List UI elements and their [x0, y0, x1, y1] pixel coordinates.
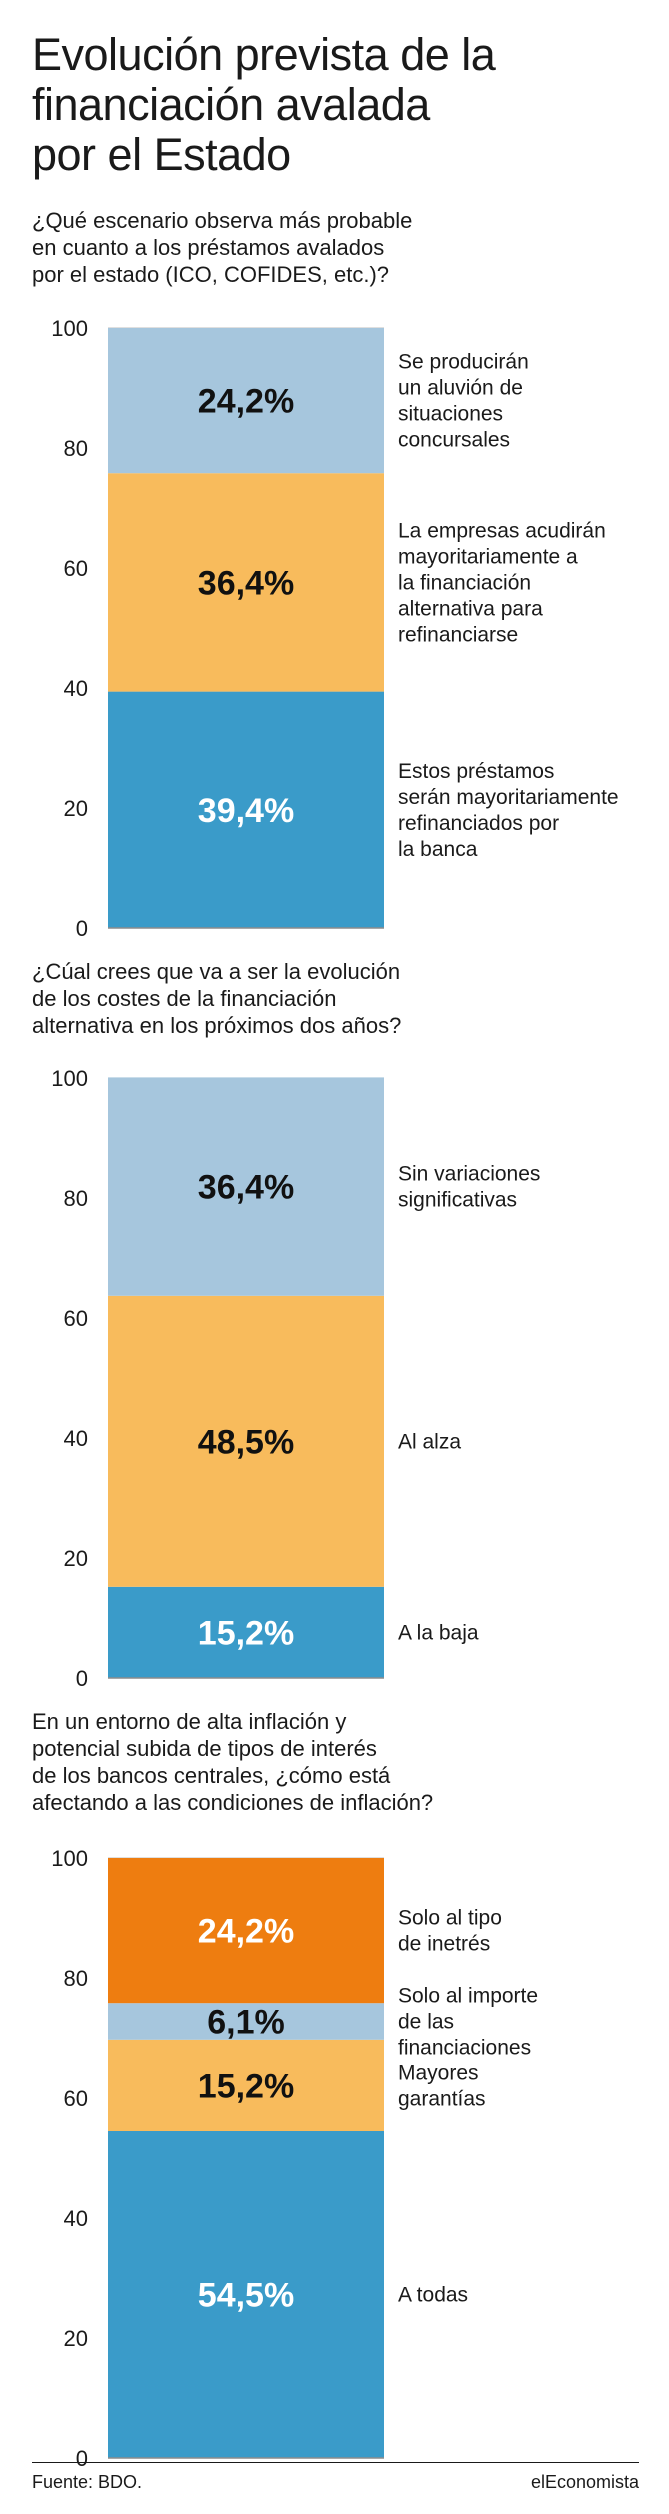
category-label-line: Estos préstamos [398, 760, 554, 783]
bar-segment [108, 328, 384, 474]
category-label-line: significativas [398, 1189, 517, 1212]
y-tick-label: 60 [64, 556, 88, 581]
bar-segment [108, 1295, 384, 1587]
y-tick-label: 100 [51, 316, 88, 341]
chart-3-svg: 0 20 40 60 80 100 54,5% A todas 15,2% Mayores gara… [51, 1846, 538, 2471]
data-label: 6,1% [207, 2004, 285, 2042]
y-tick-label: 20 [64, 796, 88, 821]
y-tick-label: 0 [76, 1666, 88, 1691]
category-label-line: A todas [398, 2284, 468, 2307]
bar-segment [108, 1077, 384, 1296]
bar-segment [108, 691, 384, 928]
source-note: Fuente: BDO. [32, 2472, 143, 2492]
data-label: 24,2% [198, 1913, 294, 1951]
y-tick-label: 40 [64, 2206, 88, 2231]
category-label-line: garantías [398, 2087, 486, 2110]
category-label: Se producirán un aluvión de situaciones con… [398, 351, 529, 452]
y-tick-label: 40 [64, 676, 88, 701]
data-label: 24,2% [198, 383, 294, 421]
chart-3: 0 20 40 60 80 100 54,5% A todas 15,2% Mayores gara… [0, 1840, 669, 2480]
category-label-line: un aluvión de [398, 377, 523, 400]
category-label-line: financiaciones [398, 2037, 531, 2060]
category-label-line: situaciones [398, 403, 503, 426]
chart-3-question-line-4: afectando a las condiciones de inflación… [32, 1790, 434, 1815]
chart-1: 0 20 40 60 80 100 39,4% Estos préstamos serán ma… [0, 310, 669, 950]
bar-segment [108, 2039, 384, 2131]
footer-divider [32, 2462, 639, 2463]
category-label: Estos préstamos serán mayoritariamente ref… [398, 760, 619, 861]
chart-3-question-line-2: potencial subida de tipos de interés [32, 1736, 377, 1761]
category-label-line: mayoritariamente a [398, 545, 578, 568]
category-label: A todas [398, 2284, 468, 2307]
data-label: 15,2% [198, 2067, 294, 2105]
main-title-line-1: Evolución prevista de la [32, 29, 496, 80]
y-tick-label: 100 [51, 1066, 88, 1091]
chart-3-question-line-1: En un entorno de alta inflación y [32, 1709, 347, 1734]
category-label-line: la banca [398, 838, 478, 861]
category-label: A la baja [398, 1621, 479, 1644]
category-label-line: Al alza [398, 1430, 461, 1453]
chart-1-question-line-1: ¿Qué escenario observa más probable [32, 208, 413, 233]
category-label-line: la financiación [398, 571, 531, 594]
chart-2-question-line-3: alternativa en los próximos dos años? [32, 1013, 402, 1038]
chart-1-svg: 0 20 40 60 80 100 39,4% Estos préstamos serán ma… [51, 316, 619, 941]
category-label-line: Mayores [398, 2061, 479, 2084]
category-label: Solo al importe de las financiaciones [398, 1985, 538, 2060]
y-tick-label: 80 [64, 1966, 88, 1991]
category-label-line: refinanciarse [398, 623, 518, 646]
chart-1-question: ¿Qué escenario observa más probable en c… [32, 207, 652, 288]
y-tick-label: 60 [64, 1306, 88, 1331]
main-title: Evolución prevista de la financiación av… [32, 30, 652, 180]
category-label-line: de las [398, 2011, 454, 2034]
chart-2: 0 20 40 60 80 100 15,2% A la baja 48,5% Al alza 36… [0, 1060, 669, 1700]
bar-segment [108, 1586, 384, 1678]
chart-1-question-line-2: en cuanto a los préstamos avalados [32, 235, 385, 260]
bar-segment [108, 2131, 384, 2458]
category-label-line: A la baja [398, 1621, 479, 1644]
data-label: 54,5% [198, 2277, 294, 2315]
data-label: 39,4% [198, 792, 294, 830]
chart-2-question: ¿Cúal crees que va a ser la evolución de… [32, 958, 652, 1039]
category-label-line: serán mayoritariamente [398, 786, 619, 809]
chart-3-question: En un entorno de alta inflación y potenc… [32, 1708, 652, 1816]
category-label-line: Sin variaciones [398, 1163, 540, 1186]
category-label: Sin variaciones significativas [398, 1163, 540, 1212]
y-tick-label: 0 [76, 2446, 88, 2471]
category-label-line: Se producirán [398, 351, 529, 374]
bar-segment [108, 1858, 384, 2004]
category-label-line: La empresas acudirán [398, 519, 606, 542]
category-label-line: de inetrés [398, 1933, 490, 1956]
y-tick-label: 40 [64, 1426, 88, 1451]
chart-3-question-line-3: de los bancos centrales, ¿cómo está [32, 1763, 391, 1788]
category-label-line: concursales [398, 429, 510, 452]
category-label-line: Solo al importe [398, 1985, 538, 2008]
data-label: 15,2% [198, 1614, 294, 1652]
y-tick-label: 80 [64, 1186, 88, 1211]
y-tick-label: 20 [64, 2326, 88, 2351]
data-label: 36,4% [198, 1169, 294, 1207]
category-label-line: refinanciados por [398, 812, 559, 835]
category-label: La empresas acudirán mayoritariamente a la… [398, 519, 606, 646]
bar-segment [108, 473, 384, 692]
brand-logo: elEconomista [530, 2472, 639, 2492]
chart-2-question-line-2: de los costes de la financiación [32, 986, 337, 1011]
category-label: Al alza [398, 1430, 461, 1453]
main-title-line-3: por el Estado [32, 129, 291, 180]
data-label: 48,5% [198, 1423, 294, 1461]
y-tick-label: 0 [76, 916, 88, 941]
chart-1-question-line-3: por el estado (ICO, COFIDES, etc.)? [32, 262, 390, 287]
y-tick-label: 20 [64, 1546, 88, 1571]
y-tick-label: 100 [51, 1846, 88, 1871]
y-tick-label: 60 [64, 2086, 88, 2111]
y-tick-label: 80 [64, 436, 88, 461]
chart-2-svg: 0 20 40 60 80 100 15,2% A la baja 48,5% Al alza 36… [51, 1066, 540, 1691]
category-label-line: alternativa para [398, 597, 543, 620]
data-label: 36,4% [198, 564, 294, 602]
category-label-line: Solo al tipo [398, 1907, 502, 1930]
category-label: Solo al tipo de inetrés [398, 1907, 502, 1956]
category-label: Mayores garantías [398, 2061, 486, 2110]
bar-segment [108, 2003, 384, 2040]
chart-2-question-line-1: ¿Cúal crees que va a ser la evolución [32, 959, 401, 984]
main-title-line-2: financiación avalada [32, 79, 430, 130]
